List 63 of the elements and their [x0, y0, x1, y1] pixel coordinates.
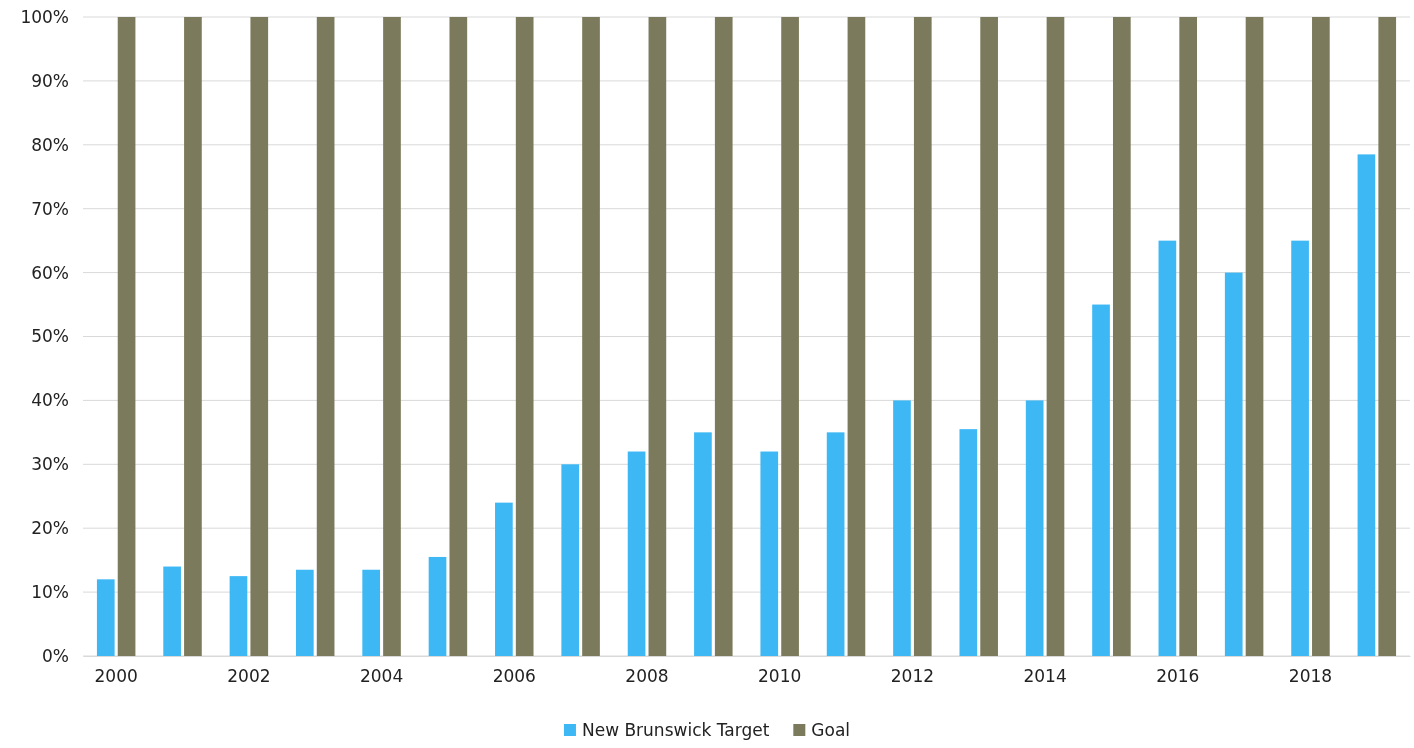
y-tick-label: 60%	[31, 262, 69, 283]
bar	[362, 569, 381, 656]
bar	[428, 556, 447, 656]
bar	[495, 502, 513, 656]
bar	[627, 451, 646, 656]
y-tick-label: 90%	[31, 70, 69, 91]
bar	[1179, 17, 1198, 656]
bar	[1245, 17, 1264, 656]
bar	[316, 17, 335, 656]
bar	[893, 400, 911, 656]
bar	[1357, 154, 1376, 656]
bar	[383, 17, 401, 656]
bar	[1378, 17, 1397, 656]
x-tick-label: 2014	[1023, 666, 1067, 687]
bar	[163, 566, 181, 656]
bar	[561, 464, 580, 656]
bar	[959, 429, 978, 656]
x-tick-label: 2002	[227, 666, 271, 687]
bar	[1092, 304, 1110, 656]
bar	[760, 451, 779, 656]
bar	[229, 576, 248, 656]
bar	[582, 17, 600, 656]
y-tick-label: 80%	[31, 134, 69, 155]
y-tick-label: 100%	[20, 6, 69, 27]
bar	[826, 432, 845, 656]
y-tick-label: 0%	[42, 645, 69, 666]
bar	[1025, 400, 1044, 656]
x-tick-label: 2010	[758, 666, 802, 687]
bar	[184, 17, 202, 656]
legend-label: Goal	[811, 720, 851, 740]
y-tick-label: 20%	[31, 518, 69, 539]
bar	[694, 432, 712, 656]
x-tick-label: 2016	[1156, 666, 1200, 687]
bar	[980, 17, 998, 656]
bar	[913, 17, 932, 656]
y-tick-label: 50%	[31, 326, 69, 347]
bar	[515, 17, 534, 656]
bar	[714, 17, 733, 656]
x-tick-label: 2000	[94, 666, 138, 687]
bar	[96, 579, 115, 656]
bar	[847, 17, 866, 656]
x-tick-label: 2012	[890, 666, 935, 687]
bar	[117, 17, 136, 656]
y-tick-label: 70%	[31, 198, 69, 219]
bar	[1158, 240, 1177, 656]
legend-label: New Brunswick Target	[581, 720, 770, 740]
y-tick-label: 10%	[31, 582, 69, 603]
x-tick-label: 2018	[1288, 666, 1333, 687]
bar	[1312, 17, 1330, 656]
bar	[1046, 17, 1065, 656]
y-tick-label: 40%	[31, 390, 69, 411]
bar	[1291, 240, 1309, 656]
x-tick-label: 2006	[492, 666, 536, 687]
bar	[648, 17, 667, 656]
bar	[1112, 17, 1131, 656]
y-tick-label: 30%	[31, 454, 69, 475]
x-tick-label: 2004	[359, 666, 404, 687]
bar	[295, 569, 314, 656]
bar	[250, 17, 269, 656]
bar	[449, 17, 468, 656]
bar	[781, 17, 799, 656]
x-tick-label: 2008	[625, 666, 669, 687]
bar	[1224, 272, 1243, 656]
